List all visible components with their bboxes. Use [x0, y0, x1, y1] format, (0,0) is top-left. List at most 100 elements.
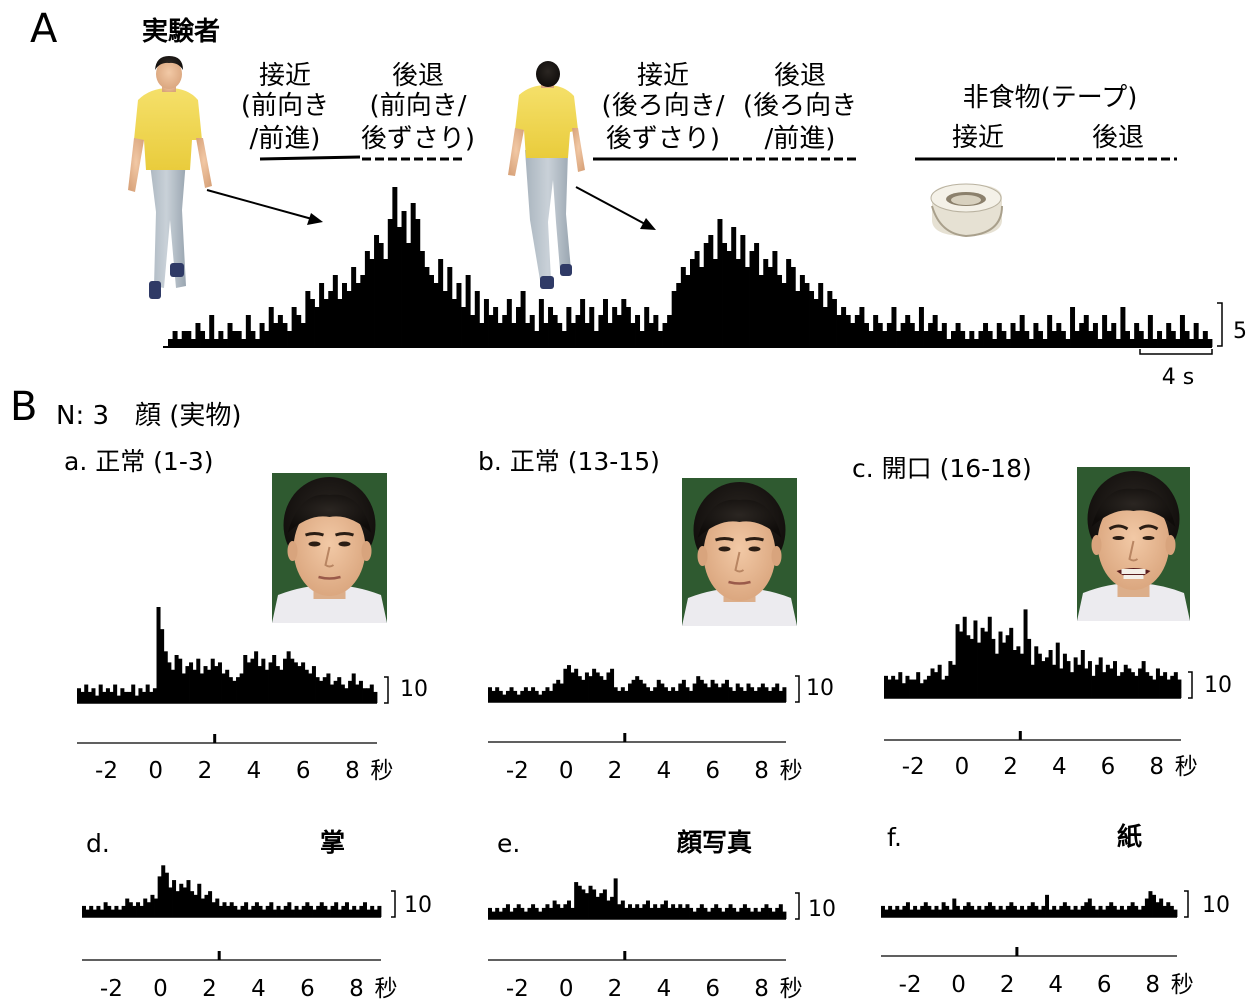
histogram-a-bin — [207, 669, 212, 703]
histogram-b-bin — [599, 676, 604, 702]
subpanel-f-letter: f. — [887, 823, 902, 852]
histogram-a-bin — [355, 684, 360, 703]
histogram-f-bin — [1173, 909, 1178, 917]
histogram-c-bin — [912, 679, 917, 698]
histogram-b-bin — [710, 679, 715, 702]
histogram-c-bin — [1166, 679, 1171, 698]
histogram-c-bin — [1173, 672, 1178, 698]
histogram-a-bin — [1038, 331, 1043, 347]
histogram-f-bin — [1162, 905, 1167, 917]
histogram-a-bin — [708, 235, 714, 347]
histogram-a-bin — [964, 339, 970, 347]
histogram-a-bin — [102, 691, 107, 703]
histogram-c-bin — [1105, 664, 1110, 698]
histogram-a-bin — [291, 307, 297, 347]
histogram-a-bin — [699, 267, 705, 347]
histogram-a-bin — [210, 658, 215, 703]
histogram-a-bin — [360, 275, 366, 347]
histogram-e-bin — [739, 907, 744, 919]
histogram-e-bin — [513, 907, 518, 919]
histogram-a-bin — [163, 651, 168, 703]
arrow-2 — [575, 186, 646, 225]
histogram-d-bin — [211, 902, 216, 917]
histogram-a-bin — [763, 259, 769, 347]
stimulus-marker-a — [213, 734, 217, 743]
histogram-a-bin — [309, 299, 315, 347]
histogram-a-bin — [246, 662, 251, 703]
histogram-c-bin — [1037, 653, 1042, 698]
histogram-f-bin — [995, 909, 1000, 917]
scale-bar-b — [795, 675, 800, 703]
histogram-c-bin — [909, 679, 914, 698]
histogram-a-bin — [845, 315, 851, 347]
histogram-f-bin — [1141, 905, 1146, 917]
histogram-d-bin — [82, 905, 86, 917]
histogram-a-bin — [378, 243, 384, 347]
tick-label-b: -2 — [506, 758, 529, 784]
condition-2-line-1: 後退 — [392, 61, 444, 91]
histogram-a-bin — [694, 251, 700, 347]
histogram-e: 10 -2 0 2 4 6 8 秒 — [488, 878, 836, 1001]
scale-bar-e — [795, 892, 800, 920]
histogram-b-bin — [509, 687, 514, 702]
histogram-a-bin — [593, 331, 599, 347]
histogram-a-bin — [548, 307, 554, 347]
histogram-b-bin — [674, 690, 679, 702]
histogram-e-bin — [635, 904, 640, 919]
histogram-a-bin — [189, 662, 194, 703]
histogram-b-bin — [681, 679, 686, 702]
histogram-a-bin — [116, 695, 121, 703]
histogram-f-bin — [902, 905, 907, 917]
histogram-b-bin — [757, 687, 762, 702]
histogram-d-bin — [298, 909, 303, 917]
histogram-a-bin — [461, 307, 467, 347]
histogram-f-bin — [966, 902, 971, 917]
histogram-a-bin — [827, 291, 833, 347]
histogram-a-bin — [1097, 339, 1103, 347]
histogram-f-bin — [1023, 909, 1028, 917]
histogram-c-bin — [1062, 653, 1067, 698]
histogram-a-bin — [369, 259, 375, 347]
condition-3-line-3: 後ずさり) — [606, 124, 720, 154]
histogram-f: 10 -2 0 2 4 6 8 秒 — [881, 890, 1230, 998]
histogram-b-bin — [527, 690, 532, 702]
scale-bar-f-value: 10 — [1202, 893, 1230, 918]
histogram-a-bin — [225, 669, 230, 703]
histogram-a-bin — [264, 331, 270, 347]
tape-roll-icon — [930, 183, 1003, 238]
stimulus-marker-e — [623, 951, 627, 960]
histogram-a-bin — [1088, 331, 1094, 347]
histogram-f-bin — [1027, 905, 1032, 917]
histogram-a-bin — [868, 331, 874, 347]
histogram-a-bin — [946, 339, 952, 347]
histogram-f-bin — [1034, 905, 1039, 917]
tick-label-b: 4 — [657, 758, 672, 784]
histogram-a-bin — [261, 658, 266, 703]
histogram-a-bin — [497, 323, 503, 347]
histogram-b-bin — [559, 683, 564, 702]
histogram-a-bin — [648, 323, 654, 347]
subpanel-e-letter: e. — [497, 829, 520, 858]
histogram-a-bin — [1193, 323, 1199, 347]
histogram-b-bin — [760, 683, 765, 702]
histogram-f-bin — [1052, 905, 1057, 917]
histogram-c-bin — [1012, 650, 1017, 698]
histogram-b-bin — [645, 687, 650, 702]
histogram-a-bin — [433, 283, 439, 347]
histogram-b-bin — [685, 687, 690, 702]
histogram-a-bin — [358, 680, 363, 703]
histogram-a-bin — [199, 673, 204, 703]
histogram-a-bin — [268, 307, 274, 347]
histogram-a-bin — [95, 695, 100, 703]
histogram-a-bin — [635, 315, 641, 347]
histogram-e-bin — [574, 882, 579, 919]
histogram-b-bin — [667, 690, 672, 702]
histogram-a-bin — [781, 283, 787, 347]
histogram-f-bin — [1166, 902, 1171, 917]
histogram-a-bin — [279, 669, 284, 703]
histogram-b-bin — [523, 687, 528, 702]
histogram-b-bin — [502, 694, 507, 702]
histogram-b-bin — [549, 690, 554, 702]
histogram-a-bin — [516, 307, 521, 347]
histogram-a-bin — [795, 291, 801, 347]
